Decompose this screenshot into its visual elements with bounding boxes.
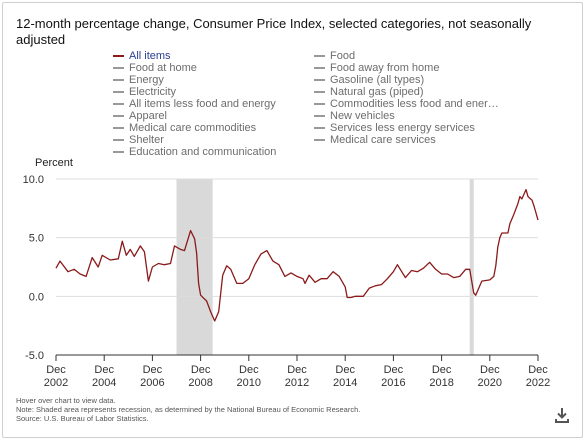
legend-swatch	[113, 139, 124, 141]
y-tick-label: 10.0	[23, 174, 44, 186]
x-tick-label: 2016	[381, 377, 405, 389]
legend-swatch	[113, 127, 124, 129]
legend-swatch	[314, 67, 325, 69]
x-tick-label: Dec	[191, 364, 211, 376]
legend-item[interactable]: All items	[113, 50, 276, 62]
legend-column-2: Food Food away from home Gasoline (all t…	[314, 50, 499, 146]
legend-label: Gasoline (all types)	[330, 74, 425, 86]
y-tick-label: 5.0	[29, 233, 44, 245]
legend-item[interactable]: Medical care services	[314, 134, 499, 146]
legend-label: Services less energy services	[330, 122, 475, 134]
legend-swatch	[314, 79, 325, 81]
legend-item[interactable]: Services less energy services	[314, 122, 499, 134]
x-tick-label: 2010	[237, 377, 261, 389]
legend-label: All items less food and energy	[129, 98, 276, 110]
x-tick-label: Dec	[384, 364, 404, 376]
legend-item[interactable]: Shelter	[113, 134, 276, 146]
legend-swatch	[113, 115, 124, 117]
legend-item[interactable]: Electricity	[113, 86, 276, 98]
legend-item[interactable]: Commodities less food and ener…	[314, 98, 499, 110]
x-tick-label: 2020	[478, 377, 502, 389]
recession-band	[176, 179, 213, 355]
x-tick-label: 2006	[140, 377, 164, 389]
legend-label: Food	[330, 50, 356, 62]
legend-swatch	[113, 79, 124, 81]
chart-title: 12-month percentage change, Consumer Pri…	[16, 16, 532, 47]
legend-swatch	[113, 55, 124, 57]
legend-label: Apparel	[129, 110, 167, 122]
legend-label: All items	[129, 50, 171, 62]
x-tick-label: Dec	[239, 364, 259, 376]
legend-label: Medical care services	[330, 134, 436, 146]
x-tick-label: Dec	[143, 364, 163, 376]
legend-label: Electricity	[129, 86, 177, 98]
x-tick-label: Dec	[335, 364, 355, 376]
x-tick-label: Dec	[480, 364, 500, 376]
x-tick-label: 2018	[429, 377, 453, 389]
legend-swatch	[314, 55, 325, 57]
hover-hint: Hover over chart to view data.	[16, 396, 116, 405]
chart-footnote: Hover over chart to view data. Note: Sha…	[16, 396, 360, 423]
legend-swatch	[314, 127, 325, 129]
recession-note: Note: Shaded area represents recession, …	[16, 405, 361, 414]
y-axis-title: Percent	[35, 157, 73, 169]
legend-swatch	[314, 139, 325, 141]
y-tick-label: -5.0	[25, 350, 44, 362]
legend-swatch	[314, 103, 325, 105]
legend-item[interactable]: New vehicles	[314, 110, 499, 122]
x-tick-label: 2002	[44, 377, 68, 389]
legend-label: Commodities less food and ener…	[330, 98, 499, 110]
x-tick-label: 2012	[285, 377, 309, 389]
y-tick-label: 0.0	[29, 291, 44, 303]
x-tick-label: Dec	[46, 364, 66, 376]
legend-item[interactable]: Medical care commodities	[113, 122, 276, 134]
x-tick-label: 2004	[92, 377, 116, 389]
legend-swatch	[113, 67, 124, 69]
x-tick-label: Dec	[94, 364, 114, 376]
legend-label: Medical care commodities	[129, 122, 257, 134]
series-line	[55, 188, 539, 322]
legend-item[interactable]: Food at home	[113, 62, 276, 74]
legend-swatch	[113, 103, 124, 105]
legend-swatch	[314, 91, 325, 93]
x-tick-label: 2022	[526, 377, 550, 389]
legend-item[interactable]: Natural gas (piped)	[314, 86, 499, 98]
legend-column-1: All items Food at home Energy Electricit…	[113, 50, 276, 158]
download-icon[interactable]	[553, 406, 571, 424]
legend-item[interactable]: Gasoline (all types)	[314, 74, 499, 86]
legend-label: Energy	[129, 74, 164, 86]
legend-label: Shelter	[129, 134, 164, 146]
legend-item[interactable]: Food	[314, 50, 499, 62]
legend-item[interactable]: Energy	[113, 74, 276, 86]
x-tick-label: 2008	[188, 377, 212, 389]
legend-item[interactable]: All items less food and energy	[113, 98, 276, 110]
source-note: Source: U.S. Bureau of Labor Statistics.	[16, 414, 149, 423]
x-tick-label: Dec	[432, 364, 452, 376]
x-tick-label: Dec	[287, 364, 307, 376]
legend-item[interactable]: Food away from home	[314, 62, 499, 74]
legend-label: Education and communication	[129, 146, 277, 158]
legend-label: Food away from home	[330, 62, 440, 74]
recession-band	[469, 179, 474, 355]
x-tick-label: 2014	[333, 377, 357, 389]
legend-swatch	[314, 115, 325, 117]
legend-item[interactable]: Apparel	[113, 110, 276, 122]
legend-swatch	[113, 151, 124, 153]
legend-item[interactable]: Education and communication	[113, 146, 276, 158]
legend-label: Food at home	[129, 62, 197, 74]
legend-label: New vehicles	[330, 110, 395, 122]
legend-label: Natural gas (piped)	[330, 86, 424, 98]
x-tick-label: Dec	[528, 364, 548, 376]
legend-swatch	[113, 91, 124, 93]
